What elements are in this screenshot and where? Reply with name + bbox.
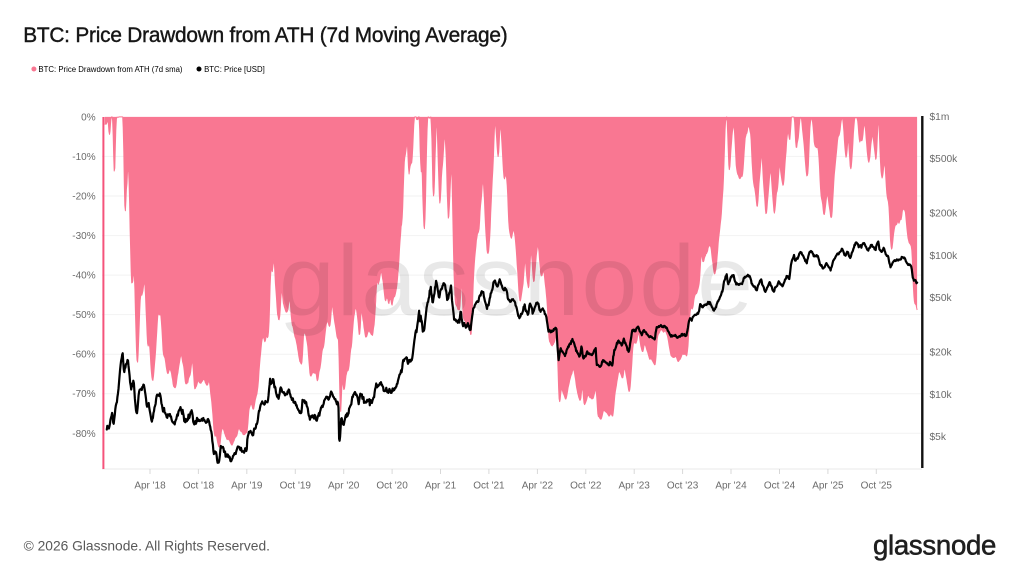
svg-text:Apr '19: Apr '19 — [231, 481, 263, 492]
svg-text:-80%: -80% — [72, 429, 95, 440]
svg-text:0%: 0% — [81, 112, 96, 123]
svg-text:$1m: $1m — [930, 112, 950, 123]
svg-text:Oct '21: Oct '21 — [473, 481, 505, 492]
svg-text:-50%: -50% — [72, 310, 95, 321]
svg-text:Oct '20: Oct '20 — [376, 481, 408, 492]
svg-text:$100k: $100k — [930, 251, 959, 262]
svg-text:$5k: $5k — [930, 432, 947, 443]
svg-text:© 2026 Glassnode. All Rights R: © 2026 Glassnode. All Rights Reserved. — [24, 539, 270, 554]
svg-text:Apr '25: Apr '25 — [812, 481, 844, 492]
svg-text:Oct '24: Oct '24 — [764, 481, 796, 492]
svg-text:$10k: $10k — [930, 390, 953, 401]
svg-text:-30%: -30% — [72, 231, 95, 242]
svg-text:BTC: Price Drawdown from ATH (: BTC: Price Drawdown from ATH (7d Moving … — [23, 24, 507, 47]
svg-text:-10%: -10% — [72, 152, 95, 163]
svg-text:$20k: $20k — [930, 348, 953, 359]
svg-text:Oct '25: Oct '25 — [861, 481, 893, 492]
svg-text:$200k: $200k — [930, 209, 959, 220]
svg-text:Apr '20: Apr '20 — [328, 481, 360, 492]
svg-text:-60%: -60% — [72, 350, 95, 361]
svg-text:$50k: $50k — [930, 293, 953, 304]
svg-text:Apr '21: Apr '21 — [425, 481, 457, 492]
svg-text:-70%: -70% — [72, 389, 95, 400]
svg-text:Apr '22: Apr '22 — [522, 481, 554, 492]
svg-text:-40%: -40% — [72, 271, 95, 282]
svg-text:BTC: Price [USD]: BTC: Price [USD] — [204, 65, 265, 74]
svg-text:Apr '24: Apr '24 — [715, 481, 747, 492]
svg-text:Apr '18: Apr '18 — [134, 481, 166, 492]
svg-text:Oct '23: Oct '23 — [667, 481, 699, 492]
svg-text:Oct '18: Oct '18 — [183, 481, 215, 492]
svg-text:Oct '19: Oct '19 — [280, 481, 312, 492]
svg-text:glassnode: glassnode — [279, 225, 755, 337]
svg-text:BTC: Price Drawdown from ATH (: BTC: Price Drawdown from ATH (7d sma) — [38, 65, 183, 74]
svg-text:$500k: $500k — [930, 154, 959, 165]
svg-text:glassnode: glassnode — [873, 530, 996, 561]
svg-text:-20%: -20% — [72, 192, 95, 203]
svg-text:Oct '22: Oct '22 — [570, 481, 602, 492]
svg-text:Apr '23: Apr '23 — [619, 481, 651, 492]
